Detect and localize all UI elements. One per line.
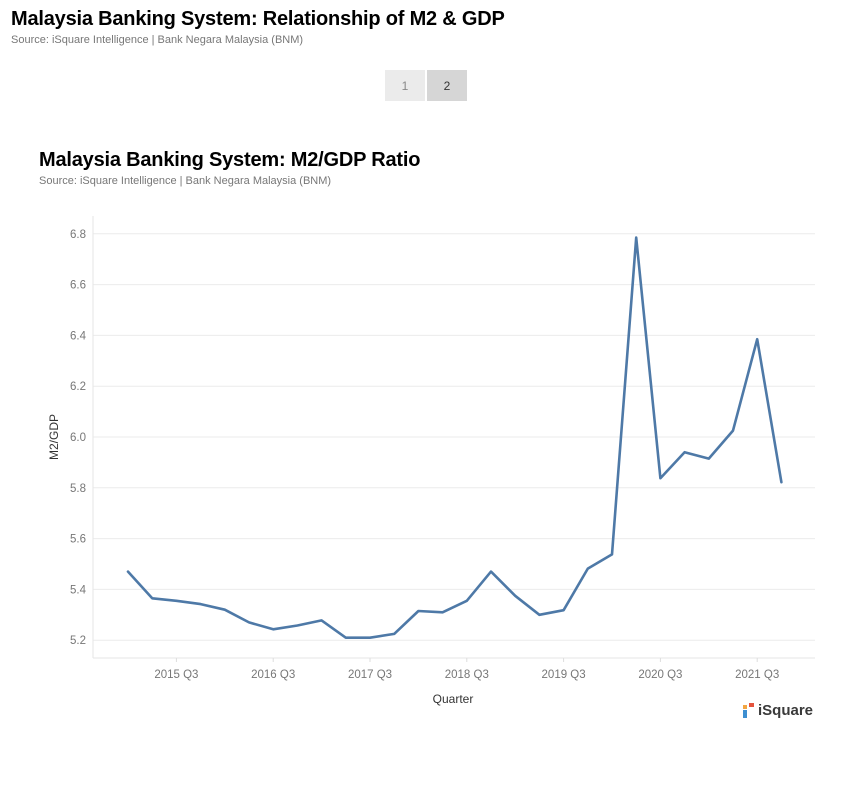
data-point[interactable]: 2015 Q1: 5.47	[125, 569, 131, 575]
data-point[interactable]: 2020 Q3: 5.838	[657, 475, 663, 481]
x-tick-label: 2020 Q3	[638, 669, 682, 681]
y-tick-label: 6.2	[70, 381, 86, 393]
page-title: Malaysia Banking System: Relationship of…	[11, 8, 505, 30]
data-point[interactable]: 2017 Q2: 5.21	[343, 635, 349, 641]
data-point[interactable]: 2021 Q3: 6.385	[754, 336, 760, 342]
data-point[interactable]: 2019 Q1: 5.375	[512, 593, 518, 599]
page-1-button[interactable]: 1	[385, 70, 425, 101]
data-point[interactable]: 2021 Q2: 6.025	[730, 428, 736, 434]
data-point[interactable]: 2018 Q4: 5.47	[488, 569, 494, 575]
logo-text: iSquare	[758, 702, 814, 719]
data-point[interactable]: 2016 Q4: 5.258	[294, 622, 300, 628]
data-point[interactable]: 2019 Q2: 5.3	[536, 612, 542, 618]
page-source: Source: iSquare Intelligence | Bank Nega…	[11, 34, 304, 46]
y-tick-label: 5.2	[70, 635, 86, 647]
data-point[interactable]: 2019 Q4: 5.482	[585, 566, 591, 572]
isquare-logo-icon	[743, 702, 754, 718]
x-tick-label: 2015 Q3	[154, 669, 198, 681]
data-point[interactable]: 2018 Q3: 5.355	[464, 598, 470, 604]
data-point[interactable]: 2018 Q2: 5.31	[440, 609, 446, 615]
data-point[interactable]: 2016 Q1: 5.32	[222, 607, 228, 613]
y-tick-label: 5.8	[70, 483, 86, 495]
y-tick-label: 6.8	[70, 229, 86, 241]
data-point[interactable]: 2017 Q3: 5.21	[367, 635, 373, 641]
y-axis-label: M2/GDP	[47, 414, 61, 460]
data-point[interactable]: 2016 Q2: 5.27	[246, 619, 252, 625]
y-tick-label: 5.4	[70, 584, 87, 596]
x-tick-label: 2016 Q3	[251, 669, 295, 681]
data-point[interactable]: 2015 Q2: 5.365	[149, 595, 155, 601]
data-point[interactable]: 2021 Q4: 5.822	[778, 479, 784, 485]
chart-source: Source: iSquare Intelligence | Bank Nega…	[39, 175, 332, 187]
data-point[interactable]: 2016 Q3: 5.243	[270, 626, 276, 632]
data-point[interactable]: 2018 Q1: 5.315	[415, 608, 421, 614]
y-tick-label: 6.0	[70, 432, 86, 444]
x-tick-label: 2019 Q3	[542, 669, 586, 681]
y-tick-label: 5.6	[70, 534, 86, 546]
data-point[interactable]: 2020 Q4: 5.94	[682, 449, 688, 455]
pagination: 1 2	[385, 70, 467, 101]
data-point[interactable]: 2015 Q3: 5.355	[173, 598, 179, 604]
x-tick-label: 2018 Q3	[445, 669, 489, 681]
x-axis-label: Quarter	[433, 692, 474, 706]
isquare-logo: iSquare	[743, 702, 813, 719]
data-point[interactable]: 2017 Q4: 5.225	[391, 631, 397, 637]
y-tick-label: 6.6	[70, 280, 86, 292]
data-point[interactable]: 2015 Q4: 5.342	[198, 601, 204, 607]
x-tick-label: 2017 Q3	[348, 669, 392, 681]
y-tick-label: 6.4	[70, 330, 87, 342]
data-point[interactable]: 2021 Q1: 5.915	[706, 456, 712, 462]
data-point[interactable]: 2019 Q3: 5.318	[561, 607, 567, 613]
data-point[interactable]: 2020 Q2: 6.785	[633, 235, 639, 241]
series-line-m2-gdp	[126, 236, 783, 639]
data-point[interactable]: 2020 Q1: 5.538	[609, 551, 615, 557]
x-tick-label: 2021 Q3	[735, 669, 779, 681]
page-2-button[interactable]: 2	[427, 70, 467, 101]
chart-title: Malaysia Banking System: M2/GDP Ratio	[39, 149, 421, 171]
data-point[interactable]: 2017 Q1: 5.278	[319, 617, 325, 623]
